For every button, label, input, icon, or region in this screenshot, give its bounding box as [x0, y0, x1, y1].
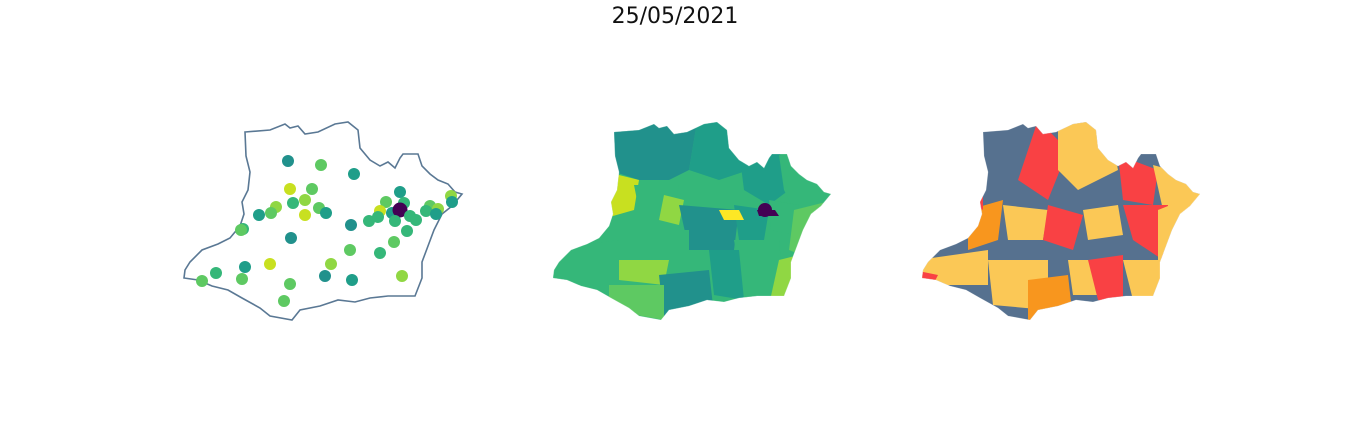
point-map: [183, 121, 463, 321]
choropleth-categories: [921, 121, 1201, 321]
points-layer: [196, 155, 458, 307]
choropleth-viridis: [552, 121, 832, 321]
category-regions: [922, 122, 1200, 320]
viridis-regions: [553, 122, 831, 320]
figure-title: 25/05/2021: [611, 4, 739, 29]
